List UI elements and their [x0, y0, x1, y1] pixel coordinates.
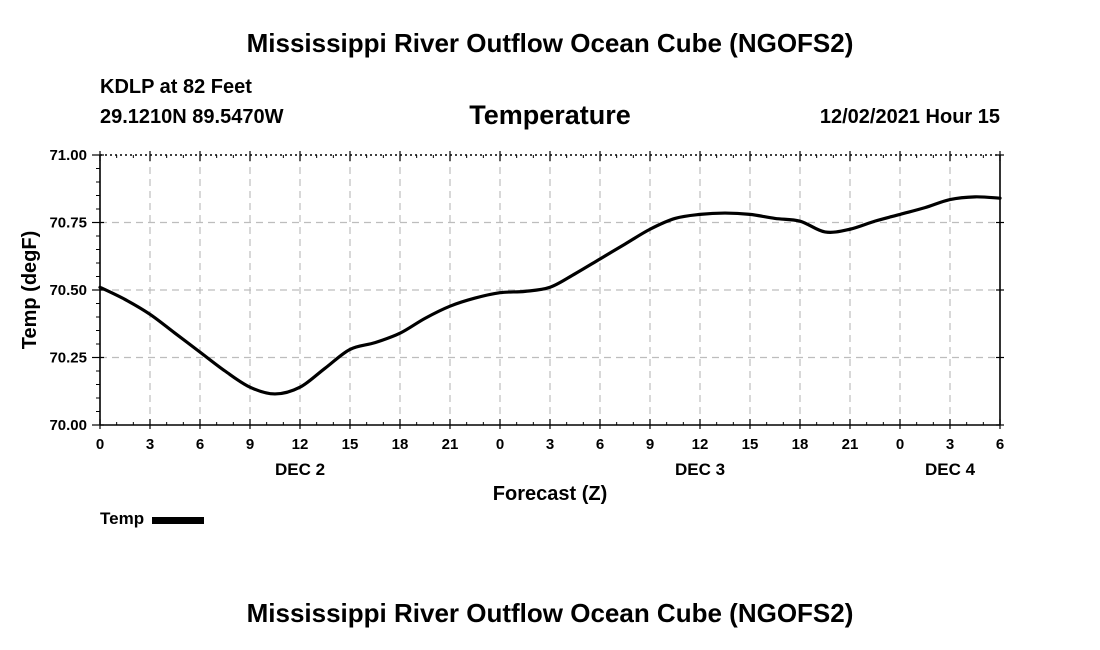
x-tick-label: 12	[692, 436, 709, 453]
axis-layer: 0 3 6 9 12 15 18 21 0 3 6 9 12 15 18 21 0 3 6 70.00 70.25 70.…	[49, 147, 1004, 479]
y-tick-label: 71.00	[49, 147, 87, 164]
series-line-temp	[98, 195, 1002, 396]
x-tick-label: 18	[392, 436, 409, 453]
main-title: Mississippi River Outflow Ocean Cube (NG…	[246, 28, 854, 58]
x-tick-label: 15	[342, 436, 359, 453]
x-tick-label: 0	[496, 436, 504, 453]
footer-title: Mississippi River Outflow Ocean Cube (NG…	[246, 598, 854, 628]
x-tick-label: 6	[196, 436, 204, 453]
x-day-label: DEC 3	[675, 460, 725, 479]
x-tick-label: 12	[292, 436, 309, 453]
station-label: KDLP at 82 Feet	[100, 76, 252, 98]
x-axis-label: Forecast (Z)	[493, 483, 607, 505]
station-coordinates: 29.1210N 89.5470W	[100, 106, 284, 128]
x-tick-label: 6	[596, 436, 604, 453]
x-tick-label: 21	[842, 436, 859, 453]
series-layer	[98, 195, 1002, 396]
y-tick-label: 70.25	[49, 350, 87, 367]
y-tick-label: 70.50	[49, 282, 87, 299]
x-tick-label: 3	[146, 436, 154, 453]
legend: Temp	[100, 509, 205, 529]
x-tick-label: 0	[896, 436, 904, 453]
legend-swatch	[152, 516, 205, 524]
x-tick-label: 6	[996, 436, 1004, 453]
forecast-date-hour: 12/02/2021 Hour 15	[819, 106, 1000, 128]
x-tick-label: 9	[646, 436, 654, 453]
x-tick-label: 3	[546, 436, 554, 453]
chart-title: Temperature	[469, 100, 631, 130]
grid-layer	[100, 155, 1000, 425]
y-axis-label: Temp (degF)	[19, 231, 41, 350]
x-tick-label: 9	[246, 436, 254, 453]
x-tick-label: 3	[946, 436, 954, 453]
x-day-label: DEC 4	[925, 460, 976, 479]
x-tick-label: 21	[442, 436, 459, 453]
y-tick-label: 70.00	[49, 417, 87, 434]
legend-label: Temp	[100, 509, 145, 528]
x-tick-label: 0	[96, 436, 104, 453]
x-day-label: DEC 2	[275, 460, 325, 479]
x-tick-label: 18	[792, 436, 809, 453]
y-tick-label: 70.75	[49, 215, 87, 232]
x-tick-label: 15	[742, 436, 759, 453]
